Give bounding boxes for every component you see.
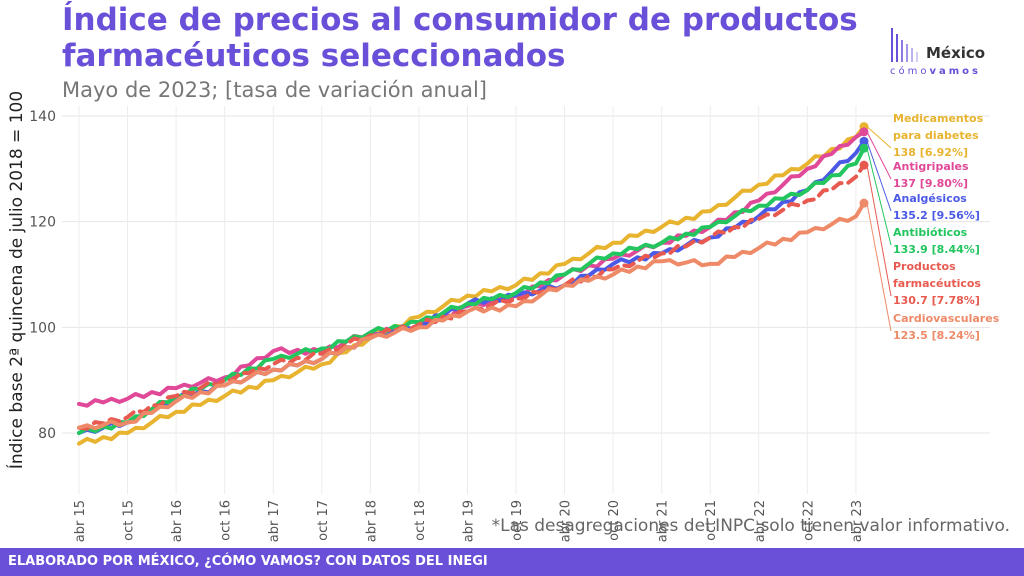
- series-label-analgesicos: Analgésicos: [893, 192, 967, 205]
- logo-tagline-a: cómo: [890, 66, 930, 77]
- series-line-antibioticos: [77, 146, 866, 435]
- y-tick-label: 120: [29, 215, 56, 231]
- x-tick-label: oct 21: [704, 500, 719, 541]
- x-tick-label: oct 18: [413, 500, 428, 541]
- logo-bars-icon: [891, 28, 918, 62]
- x-tick-label: oct 16: [219, 500, 234, 541]
- series-endpoint-antibioticos: [859, 143, 869, 153]
- series-endpoint-cardiovasculares: [859, 198, 869, 208]
- x-tick-label: abr 20: [559, 500, 574, 542]
- y-tick-label: 100: [29, 320, 56, 336]
- series-label-antigripales: Antigripales: [893, 160, 969, 173]
- series-line-diabetes: [77, 124, 866, 446]
- logo-tagline: cómovamos: [890, 66, 981, 77]
- series-label-farmaceuticos: Productos: [893, 260, 956, 273]
- series-value-label-diabetes: 138 [6.92%]: [893, 146, 968, 159]
- label-connector-diabetes: [866, 126, 892, 149]
- logo-name: México: [926, 44, 986, 62]
- mexico-como-vamos-logo: México cómovamos: [888, 22, 998, 82]
- series-endpoint-analgesicos: [859, 136, 869, 146]
- series-label-antibioticos: Antibióticos: [893, 226, 968, 239]
- series-label-diabetes: Medicamentos: [893, 112, 984, 125]
- x-tick-label: abr 22: [753, 500, 768, 542]
- y-tick-label: 80: [38, 426, 56, 442]
- series-label-farmaceuticos: farmacéuticos: [893, 277, 981, 290]
- footer-credit: ELABORADO POR MÉXICO, ¿CÓMO VAMOS? CON D…: [8, 554, 488, 569]
- line-chart: 80 100 120 140 abr 15 oct 15 abr 16 oct 16 abr 1…: [5, 91, 1000, 542]
- series-value-label-antibioticos: 133.9 [8.44%]: [893, 243, 980, 256]
- series-line-cardiovasculares: [77, 201, 866, 431]
- x-tick-label: abr 18: [364, 500, 379, 542]
- footer-bar: ELABORADO POR MÉXICO, ¿CÓMO VAMOS? CON D…: [0, 548, 1024, 576]
- chart-subtitle: Mayo de 2023; [tasa de variación anual]: [62, 78, 487, 102]
- x-tick-label: abr 16: [170, 500, 185, 542]
- x-tick-label: oct 19: [510, 500, 525, 541]
- x-tick-label: abr 17: [267, 500, 282, 542]
- x-tick-label: abr 15: [73, 500, 88, 542]
- label-connector-cardiovasculares: [866, 203, 892, 332]
- x-tick-label: abr 23: [850, 500, 865, 542]
- footnote: *Las desagregaciones del INPC solo tiene…: [491, 516, 1010, 536]
- series-value-label-analgesicos: 135.2 [9.56%]: [893, 209, 980, 222]
- y-tick-label: 140: [29, 109, 56, 125]
- series-line-antigripales: [77, 129, 866, 408]
- series-value-label-farmaceuticos: 130.7 [7.78%]: [893, 294, 980, 307]
- series-endpoint-farmaceuticos: [859, 160, 869, 170]
- series-label-diabetes: para diabetes: [893, 129, 979, 142]
- x-tick-label: oct 20: [607, 500, 622, 541]
- label-connector-analgesicos: [866, 141, 892, 212]
- y-axis-label: Índice base 2ª quincena de julio 2018 = …: [5, 91, 27, 469]
- series-value-label-cardiovasculares: 123.5 [8.24%]: [893, 329, 980, 342]
- series-endpoint-antigripales: [859, 127, 869, 137]
- x-tick-label: oct 22: [801, 500, 816, 541]
- x-tick-label: oct 15: [122, 500, 137, 541]
- x-tick-label: oct 17: [316, 500, 331, 541]
- x-tick-label: abr 19: [461, 500, 476, 542]
- label-connector-farmaceuticos: [866, 165, 892, 297]
- chart-title: Índice de precios al consumidor de produ…: [62, 2, 858, 74]
- series-label-cardiovasculares: Cardiovasculares: [893, 312, 1000, 325]
- x-tick-label: abr 21: [656, 500, 671, 542]
- series-value-label-antigripales: 137 [9.80%]: [893, 177, 968, 190]
- label-connector-antibioticos: [866, 148, 892, 246]
- label-connector-antigripales: [866, 131, 892, 180]
- logo-tagline-b: vamos: [929, 66, 981, 77]
